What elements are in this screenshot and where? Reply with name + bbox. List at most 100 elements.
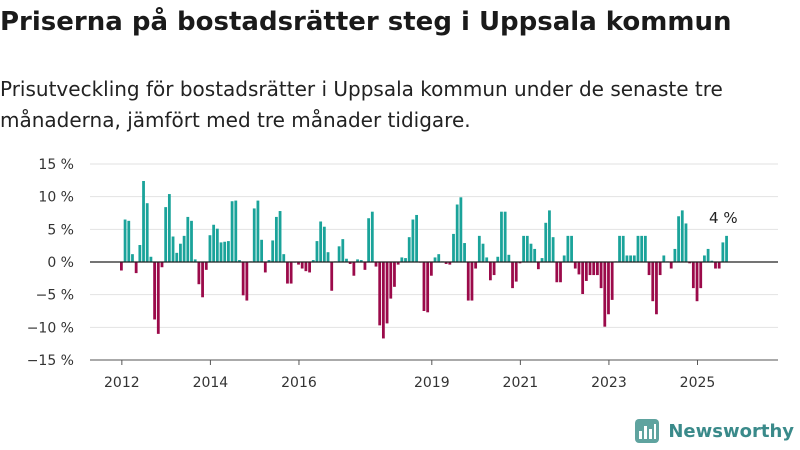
bar <box>286 262 289 284</box>
bar <box>677 216 680 262</box>
bar <box>396 262 400 265</box>
bar <box>610 262 614 300</box>
bar <box>378 262 382 326</box>
bar <box>204 262 208 270</box>
bar <box>555 262 559 283</box>
bar <box>636 235 640 262</box>
bar <box>374 262 378 267</box>
bar <box>241 262 245 296</box>
bar <box>459 197 463 262</box>
bar <box>363 262 367 270</box>
bar <box>540 258 544 262</box>
bar <box>289 262 293 284</box>
bar <box>134 262 138 274</box>
x-tick-label: 2016 <box>281 375 317 390</box>
bar <box>485 257 489 262</box>
bar <box>167 194 171 262</box>
bar <box>658 262 662 276</box>
bar <box>489 262 492 281</box>
bar <box>592 262 596 276</box>
y-tick-label: −10 % <box>27 320 74 336</box>
bar <box>562 255 566 262</box>
bar <box>496 256 500 262</box>
bar <box>234 200 238 262</box>
bar <box>381 262 385 339</box>
bar <box>271 240 275 262</box>
annotations: 4 % <box>709 209 738 227</box>
bar <box>588 262 592 276</box>
bar <box>245 262 249 301</box>
bar <box>230 201 234 262</box>
bar <box>156 262 160 334</box>
bar <box>706 248 710 262</box>
bar-chart: 15 %10 %5 %0 %−5 %−10 %−15 % 2012 2014 201… <box>27 157 778 390</box>
bar <box>640 235 644 262</box>
bar <box>179 243 182 262</box>
bar <box>551 237 555 262</box>
bar <box>603 262 607 327</box>
bar <box>511 262 514 289</box>
bar <box>673 248 677 262</box>
chart-subtitle: Prisutveckling för bostadsrätter i Uppsa… <box>0 77 723 132</box>
bar <box>703 255 706 262</box>
bar <box>655 262 658 315</box>
bar <box>618 235 621 262</box>
bar <box>714 262 717 269</box>
bar <box>282 254 286 262</box>
bar <box>208 235 212 262</box>
bar <box>559 262 562 283</box>
bar <box>227 241 230 262</box>
y-tick-label: 10 % <box>38 190 74 206</box>
bar <box>197 262 201 285</box>
bar <box>463 243 466 262</box>
bar <box>352 262 356 276</box>
bar <box>643 235 647 262</box>
bar <box>522 235 525 262</box>
y-tick-label: −5 % <box>36 288 74 304</box>
bar <box>278 211 282 262</box>
bar <box>470 262 474 301</box>
x-tick-label: 2019 <box>414 375 450 390</box>
y-tick-label: 5 % <box>47 222 74 238</box>
bar <box>252 208 256 262</box>
bar <box>370 211 374 262</box>
bar <box>319 221 323 262</box>
bar <box>315 241 319 262</box>
brand-name: Newsworthy <box>668 420 794 442</box>
bar <box>186 216 190 262</box>
bar <box>596 262 599 276</box>
bar <box>725 235 728 262</box>
bar <box>149 256 153 262</box>
bar <box>345 258 348 262</box>
bar <box>393 262 396 287</box>
bar <box>503 211 507 262</box>
bar <box>142 180 145 262</box>
bar <box>525 235 529 262</box>
bar <box>138 245 142 262</box>
bar <box>359 260 363 262</box>
bar <box>699 262 703 289</box>
bar <box>455 204 459 262</box>
bar <box>533 248 537 262</box>
chart-title: Priserna på bostadsrätter steg i Uppsala… <box>0 7 732 37</box>
bar <box>400 257 404 262</box>
bar <box>548 210 551 262</box>
bar <box>437 254 441 262</box>
x-tick-label: 2012 <box>104 375 140 390</box>
bar <box>422 262 426 311</box>
bar <box>263 262 267 273</box>
bar-chart-logo-icon <box>635 419 660 443</box>
bar <box>260 239 264 262</box>
x-tick-label: 2021 <box>503 375 539 390</box>
bar <box>536 262 540 270</box>
bar <box>153 262 156 320</box>
bar <box>274 216 278 262</box>
bar <box>474 262 478 269</box>
bar <box>190 220 193 262</box>
bar <box>721 242 725 262</box>
y-tick-label: 15 % <box>38 157 74 173</box>
bar <box>311 260 315 262</box>
bar <box>348 262 352 264</box>
bar <box>308 262 311 273</box>
bar <box>389 262 393 299</box>
